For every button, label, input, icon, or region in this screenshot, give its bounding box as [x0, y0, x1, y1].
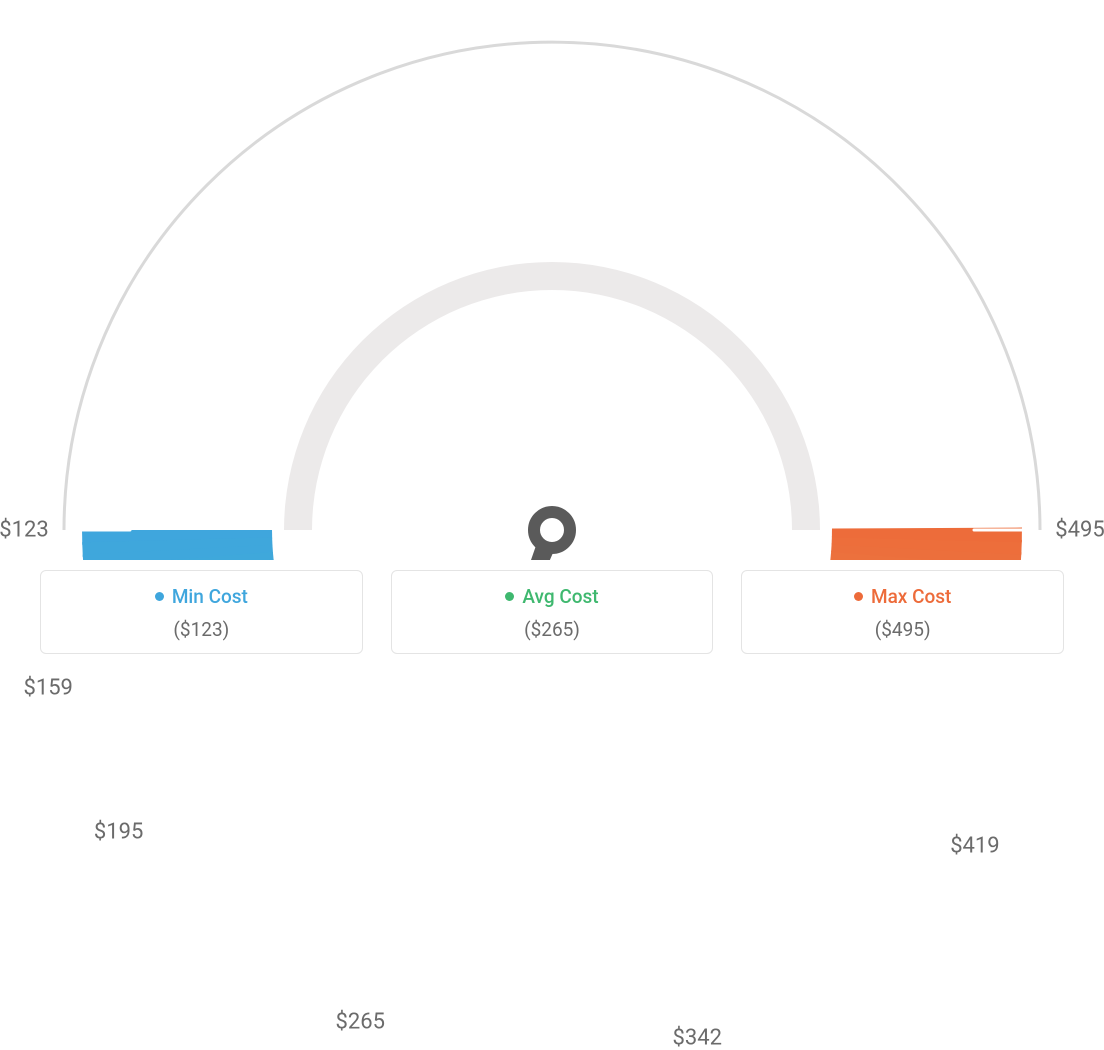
- legend-value-max: ($495): [752, 618, 1053, 641]
- tick-label: $342: [673, 1025, 722, 1050]
- legend-title-min: Min Cost: [155, 585, 248, 608]
- legend-title-avg: Avg Cost: [505, 585, 598, 608]
- gauge-chart: $123$159$195$265$342$419$495: [0, 0, 1104, 560]
- tick-label: $195: [94, 819, 143, 844]
- tick-label: $265: [336, 1009, 385, 1034]
- legend-title-max: Max Cost: [854, 585, 951, 608]
- legend-dot-max: [854, 592, 863, 601]
- gauge-svg: [0, 0, 1104, 560]
- legend-label-min: Min Cost: [172, 585, 248, 608]
- legend-value-avg: ($265): [402, 618, 703, 641]
- tick-label: $495: [1055, 518, 1104, 543]
- legend-card-max: Max Cost ($495): [741, 570, 1064, 654]
- legend-label-max: Max Cost: [871, 585, 951, 608]
- legend-dot-min: [155, 592, 164, 601]
- tick-label: $159: [23, 676, 72, 701]
- legend-value-min: ($123): [51, 618, 352, 641]
- tick-label: $123: [0, 518, 49, 543]
- legend-row: Min Cost ($123) Avg Cost ($265) Max Cost…: [0, 570, 1104, 654]
- legend-label-avg: Avg Cost: [522, 585, 598, 608]
- legend-dot-avg: [505, 592, 514, 601]
- legend-card-avg: Avg Cost ($265): [391, 570, 714, 654]
- tick-label: $419: [950, 834, 999, 859]
- legend-card-min: Min Cost ($123): [40, 570, 363, 654]
